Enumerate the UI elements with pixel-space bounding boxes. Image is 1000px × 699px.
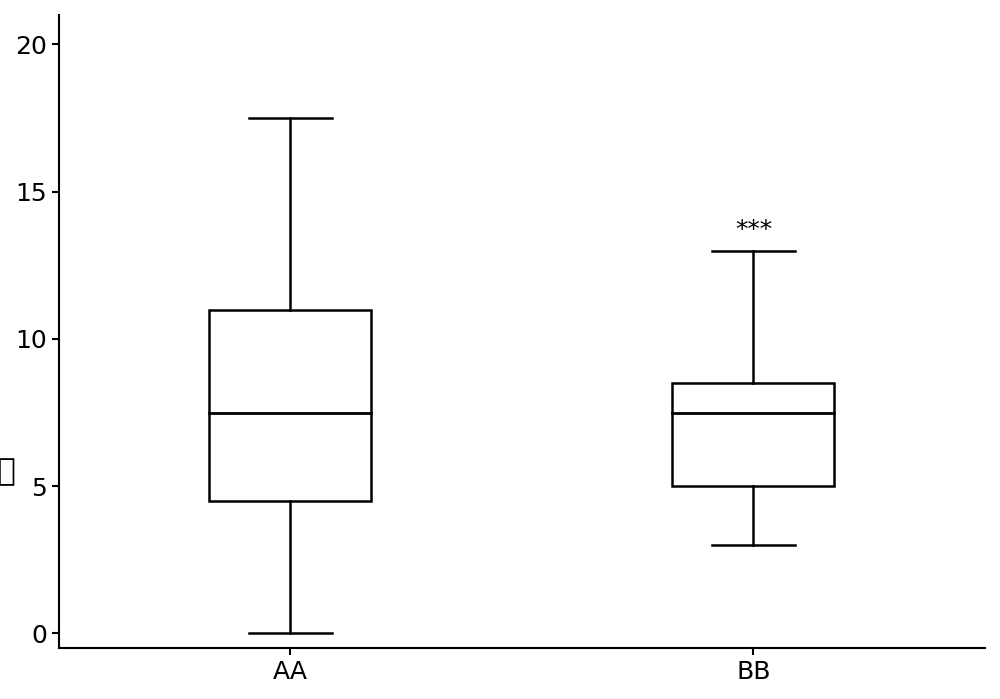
- FancyBboxPatch shape: [209, 310, 371, 501]
- Text: ***: ***: [735, 218, 772, 242]
- Text: （条）: （条）: [0, 457, 16, 486]
- FancyBboxPatch shape: [672, 383, 834, 487]
